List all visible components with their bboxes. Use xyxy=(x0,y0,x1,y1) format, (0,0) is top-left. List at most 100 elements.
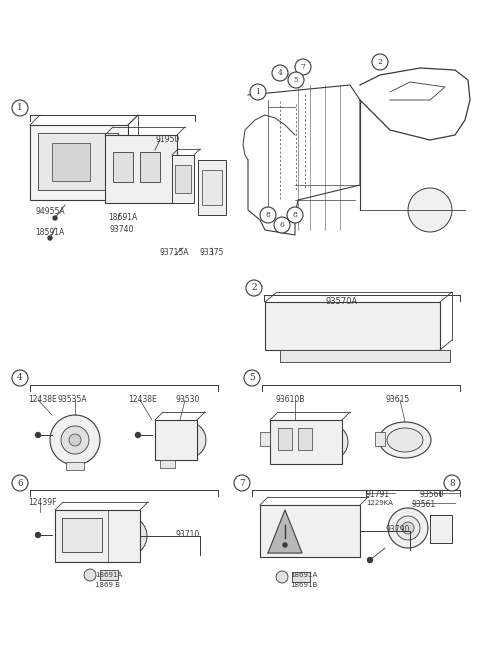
Bar xyxy=(113,152,133,182)
Bar xyxy=(52,143,90,181)
Circle shape xyxy=(276,571,288,583)
Circle shape xyxy=(61,426,89,454)
Bar xyxy=(172,155,194,203)
Circle shape xyxy=(250,84,266,100)
Text: 7: 7 xyxy=(239,478,245,487)
Circle shape xyxy=(312,424,348,460)
Circle shape xyxy=(135,432,141,438)
Bar xyxy=(55,510,140,562)
Circle shape xyxy=(48,236,52,240)
Circle shape xyxy=(372,54,388,70)
Circle shape xyxy=(288,72,304,88)
Circle shape xyxy=(368,558,372,562)
Text: 93790: 93790 xyxy=(385,525,409,534)
Circle shape xyxy=(50,415,100,465)
Text: 12438E: 12438E xyxy=(28,395,57,404)
Bar xyxy=(30,125,128,200)
Text: 93610B: 93610B xyxy=(275,395,304,404)
Circle shape xyxy=(36,432,40,438)
Text: 93710: 93710 xyxy=(175,530,199,539)
Circle shape xyxy=(107,516,147,556)
Text: 93375: 93375 xyxy=(200,248,224,257)
Text: 93535A: 93535A xyxy=(58,395,88,404)
Circle shape xyxy=(12,475,28,491)
Bar xyxy=(270,420,342,464)
Text: 6: 6 xyxy=(279,221,285,229)
Text: 18691B: 18691B xyxy=(290,582,317,588)
Circle shape xyxy=(408,188,452,232)
Text: 8: 8 xyxy=(293,211,298,219)
Text: 4: 4 xyxy=(17,373,23,382)
Circle shape xyxy=(388,508,428,548)
Circle shape xyxy=(431,519,451,539)
Circle shape xyxy=(115,524,139,548)
Bar xyxy=(175,165,191,193)
Ellipse shape xyxy=(354,315,386,337)
Text: 93560: 93560 xyxy=(420,490,444,499)
Bar xyxy=(280,350,450,362)
Circle shape xyxy=(244,370,260,386)
Text: 94955A: 94955A xyxy=(35,207,65,216)
Bar xyxy=(66,462,84,470)
Text: 93740: 93740 xyxy=(110,225,134,234)
Circle shape xyxy=(396,516,420,540)
Ellipse shape xyxy=(387,428,423,452)
Text: 5: 5 xyxy=(249,373,255,382)
Circle shape xyxy=(283,543,287,547)
Bar xyxy=(198,160,226,215)
Ellipse shape xyxy=(295,319,315,332)
Bar xyxy=(260,432,270,446)
Bar xyxy=(202,170,222,205)
Ellipse shape xyxy=(289,315,321,337)
Bar xyxy=(38,133,118,190)
Text: 8: 8 xyxy=(265,211,270,219)
Circle shape xyxy=(115,160,131,176)
Circle shape xyxy=(170,422,206,458)
Circle shape xyxy=(12,370,28,386)
Text: 1: 1 xyxy=(17,104,23,112)
Bar xyxy=(155,420,197,460)
Text: 4: 4 xyxy=(277,69,282,77)
Circle shape xyxy=(320,511,360,551)
Text: 18591A: 18591A xyxy=(35,228,64,237)
Bar xyxy=(160,460,175,468)
Circle shape xyxy=(444,475,460,491)
Text: 1229KA: 1229KA xyxy=(366,500,393,506)
Text: 93715A: 93715A xyxy=(160,248,190,257)
Bar xyxy=(278,428,292,450)
Bar xyxy=(100,570,118,580)
Text: 6: 6 xyxy=(17,478,23,487)
Circle shape xyxy=(122,531,132,541)
Circle shape xyxy=(260,207,276,223)
Text: 7: 7 xyxy=(300,63,305,71)
Bar xyxy=(140,152,160,182)
Text: 18691A: 18691A xyxy=(95,572,122,578)
Text: 93570A: 93570A xyxy=(325,297,357,306)
Bar xyxy=(375,432,385,446)
Polygon shape xyxy=(268,510,302,553)
Text: 8: 8 xyxy=(449,478,455,487)
Circle shape xyxy=(142,160,158,176)
Text: 1869 B: 1869 B xyxy=(95,582,120,588)
Circle shape xyxy=(234,475,250,491)
Text: 12438E: 12438E xyxy=(128,395,157,404)
Text: 5: 5 xyxy=(294,76,299,84)
Circle shape xyxy=(329,520,351,542)
Circle shape xyxy=(84,569,96,581)
Text: 93561: 93561 xyxy=(412,500,436,509)
Circle shape xyxy=(36,533,40,537)
Circle shape xyxy=(272,65,288,81)
Text: 91791: 91791 xyxy=(366,490,390,499)
Text: 18691A: 18691A xyxy=(290,572,317,578)
Bar xyxy=(62,518,102,552)
Circle shape xyxy=(69,434,81,446)
Circle shape xyxy=(12,100,28,116)
Circle shape xyxy=(295,59,311,75)
Circle shape xyxy=(246,280,262,296)
Circle shape xyxy=(274,217,290,233)
Bar xyxy=(105,135,177,203)
Circle shape xyxy=(287,207,303,223)
Text: 2: 2 xyxy=(378,58,383,66)
Text: 91950: 91950 xyxy=(155,135,179,144)
Bar xyxy=(292,572,310,582)
